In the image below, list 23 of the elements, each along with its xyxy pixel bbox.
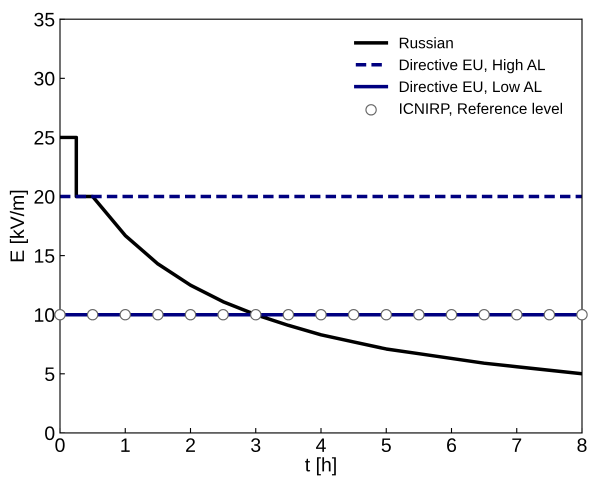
legend-label: Directive EU, Low AL [400, 80, 542, 94]
y-tick-label: 15 [34, 249, 54, 263]
y-tick-label: 20 [34, 190, 54, 204]
x-tick-label: 3 [251, 438, 260, 452]
legend-label: Russian [400, 37, 453, 48]
y-tick-label: 0 [45, 426, 54, 440]
legend-label: Directive EU, High AL [400, 59, 545, 74]
x-tick-label: 5 [382, 438, 391, 452]
x-tick-label: 0 [55, 438, 65, 452]
y-tick-label: 30 [34, 72, 54, 86]
y-tick-label: 35 [34, 12, 54, 26]
x-tick-label: 1 [121, 438, 130, 452]
y-tick-label: 5 [45, 367, 54, 382]
x-tick-label: 2 [186, 438, 195, 452]
y-tick-label: 25 [34, 130, 54, 145]
x-tick-label: 8 [577, 438, 587, 452]
x-tick-label: 6 [447, 438, 456, 452]
x-axis-title: t [h] [305, 457, 336, 476]
y-axis-title: E [kV/m] [10, 190, 28, 262]
x-tick-label: 7 [512, 438, 522, 452]
legend-label: ICNIRP, Reference level [400, 102, 562, 116]
y-tick-label: 10 [34, 308, 54, 322]
x-tick-label: 4 [316, 438, 326, 452]
